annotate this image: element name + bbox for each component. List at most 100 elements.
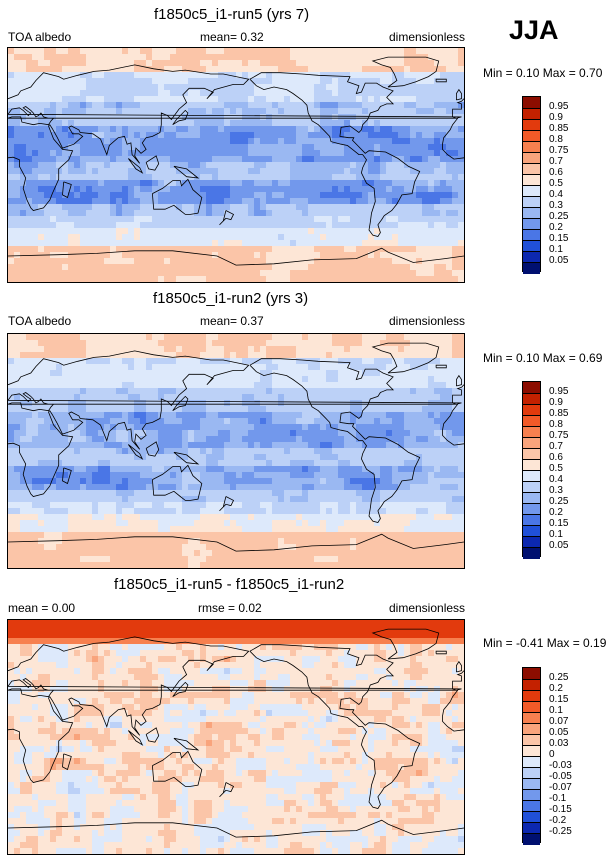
field-cell: [416, 270, 423, 277]
field-cell: [338, 364, 345, 371]
field-cell: [308, 234, 315, 241]
field-cell: [440, 132, 447, 139]
field-cell: [200, 246, 207, 253]
field-cell: [152, 54, 159, 61]
field-cell: [374, 192, 381, 199]
field-cell: [350, 228, 357, 235]
field-cell: [152, 96, 159, 103]
field-cell: [140, 234, 147, 241]
field-cell: [32, 48, 39, 55]
field-cell: [362, 388, 369, 395]
field-cell: [158, 340, 165, 347]
field-cell: [392, 240, 399, 247]
field-cell: [80, 270, 87, 277]
field-cell: [26, 364, 33, 371]
field-cell: [8, 382, 15, 389]
field-cell: [356, 400, 363, 407]
field-cell: [146, 454, 153, 461]
field-cell: [296, 478, 303, 485]
panel-title: f1850c5_i1-run5 (yrs 7): [154, 6, 310, 23]
field-cell: [422, 394, 429, 401]
field-cell: [104, 352, 111, 359]
field-cell: [284, 72, 291, 79]
field-cell: [98, 382, 105, 389]
field-cell: [278, 472, 285, 479]
field-cell: [182, 144, 189, 151]
field-cell: [104, 252, 111, 259]
field-cell: [176, 400, 183, 407]
field-cell: [200, 138, 207, 145]
field-cell: [56, 370, 63, 377]
field-cell: [272, 180, 279, 187]
field-cell: [164, 84, 171, 91]
field-cell: [404, 60, 411, 67]
field-cell: [110, 340, 117, 347]
field-cell: [458, 186, 464, 193]
field-cell: [320, 84, 327, 91]
field-cell: [320, 382, 327, 389]
field-cell: [218, 454, 225, 461]
field-cell: [308, 66, 315, 73]
field-cell: [80, 418, 87, 425]
field-cell: [176, 430, 183, 437]
field-cell: [422, 132, 429, 139]
field-cell: [98, 264, 105, 271]
field-cell: [374, 472, 381, 479]
field-cell: [122, 370, 129, 377]
field-cell: [80, 364, 87, 371]
field-cell: [230, 340, 237, 347]
field-cell: [14, 180, 21, 187]
field-cell: [176, 382, 183, 389]
field-cell: [350, 222, 357, 229]
field-cell: [164, 72, 171, 79]
field-cell: [134, 204, 141, 211]
field-cell: [296, 54, 303, 61]
field-cell: [92, 370, 99, 377]
field-cell: [332, 412, 339, 419]
field-cell: [380, 400, 387, 407]
field-cell: [20, 448, 27, 455]
field-cell: [266, 352, 273, 359]
field-cell: [44, 466, 51, 473]
field-cell: [200, 478, 207, 485]
field-cell: [410, 388, 417, 395]
field-cell: [98, 174, 105, 181]
field-cell: [278, 138, 285, 145]
field-cell: [182, 186, 189, 193]
field-cell: [260, 174, 267, 181]
field-cell: [182, 174, 189, 181]
field-cell: [242, 442, 249, 449]
field-cell: [8, 162, 15, 169]
field-cell: [212, 448, 219, 455]
field-cell: [452, 198, 459, 205]
field-cell: [224, 96, 231, 103]
field-cell: [344, 442, 351, 449]
field-cell: [368, 334, 375, 341]
field-cell: [362, 442, 369, 449]
field-cell: [194, 270, 201, 277]
field-cell: [212, 264, 219, 271]
colorbar-divider: [523, 140, 540, 142]
field-cell: [194, 418, 201, 425]
field-cell: [446, 412, 453, 419]
field-cell: [56, 228, 63, 235]
field-cell: [458, 174, 464, 181]
field-cell: [266, 114, 273, 121]
field-cell: [320, 246, 327, 253]
field-cell: [176, 222, 183, 229]
field-cell: [218, 78, 225, 85]
field-cell: [296, 370, 303, 377]
field-cell: [68, 418, 75, 425]
field-cell: [302, 168, 309, 175]
field-cell: [260, 222, 267, 229]
field-cell: [446, 400, 453, 407]
field-cell: [182, 150, 189, 157]
field-cell: [398, 376, 405, 383]
field-cell: [356, 180, 363, 187]
field-cell: [386, 216, 393, 223]
field-cell: [170, 222, 177, 229]
field-cell: [140, 400, 147, 407]
field-cell: [62, 240, 69, 247]
field-cell: [80, 210, 87, 217]
field-cell: [290, 460, 297, 467]
